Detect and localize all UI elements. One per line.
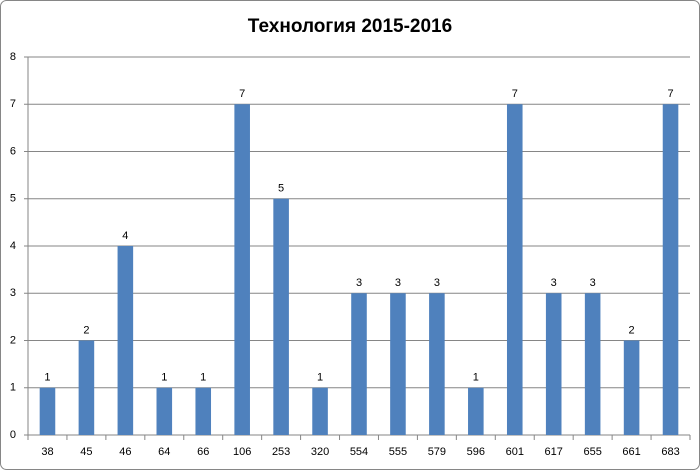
x-tick-label: 617 [545,446,563,458]
x-tick-label: 601 [506,446,524,458]
x-tick-label: 253 [272,446,290,458]
y-tick-label: 6 [10,145,16,157]
x-tick-label: 320 [311,446,329,458]
x-tick-label: 38 [41,446,53,458]
bar [545,293,562,435]
data-label: 1 [200,372,206,384]
y-tick-label: 8 [10,51,16,63]
y-tick-label: 3 [10,287,16,299]
x-tick-label: 661 [622,446,640,458]
bar [195,387,212,435]
data-label: 3 [590,277,596,289]
data-label: 4 [122,230,128,242]
bar [584,293,601,435]
bar [506,104,523,435]
data-label: 3 [551,277,557,289]
bar [39,387,56,435]
y-tick-label: 1 [10,382,16,394]
bar [273,198,289,435]
data-label: 3 [356,277,362,289]
x-tick-label: 554 [350,446,368,458]
data-label: 1 [473,372,479,384]
x-tick-label: 46 [119,446,131,458]
x-tick-label: 579 [428,446,446,458]
bar [662,104,679,435]
x-tick-label: 555 [389,446,407,458]
x-tick-label: 66 [197,446,209,458]
bar [429,293,445,435]
bar [390,293,406,435]
data-label: 2 [83,324,89,336]
x-tick-label: 596 [467,446,485,458]
data-label: 3 [395,277,401,289]
x-tick-label: 64 [158,446,170,458]
x-tick-label: 683 [661,446,679,458]
bar [312,387,328,435]
x-tick-label: 45 [80,446,92,458]
data-label: 1 [44,372,50,384]
data-label: 5 [278,183,284,195]
bar [78,340,95,435]
bar [468,387,484,435]
data-label: 1 [161,372,167,384]
bar [117,246,134,435]
data-label: 2 [629,324,635,336]
data-label: 7 [512,88,518,100]
bar [156,387,173,435]
x-tick-label: 106 [233,446,251,458]
chart-title: Технология 2015-2016 [248,16,452,37]
data-label: 7 [667,88,673,100]
y-tick-label: 7 [10,98,16,110]
data-label: 7 [239,88,245,100]
y-tick-label: 0 [10,429,16,441]
bar [623,340,640,435]
bar [234,104,250,435]
data-label: 3 [434,277,440,289]
bar [351,293,367,435]
y-tick-label: 2 [10,334,16,346]
y-tick-label: 5 [10,193,16,205]
y-tick-label: 4 [10,240,16,252]
x-tick-label: 655 [583,446,601,458]
data-label: 1 [317,372,323,384]
